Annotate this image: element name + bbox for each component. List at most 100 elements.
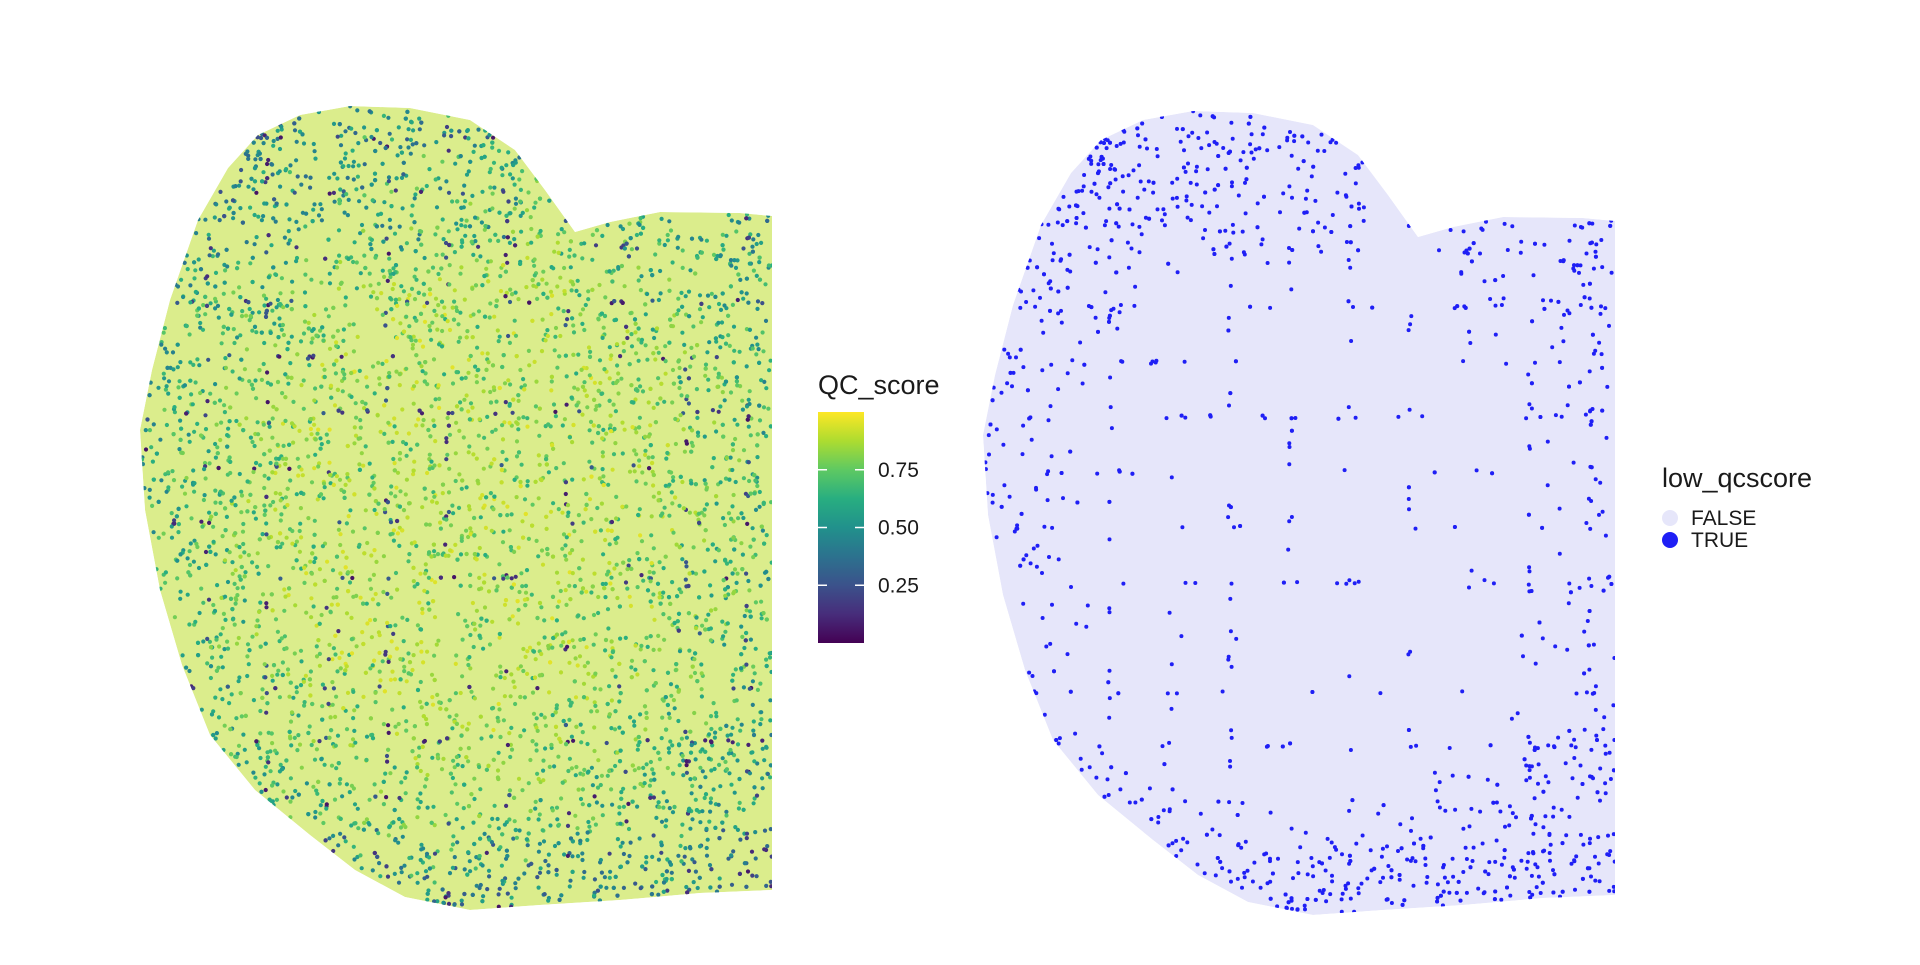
- qc-score-point: [612, 299, 617, 304]
- qc-score-point: [305, 356, 311, 361]
- qc-score-point: [411, 579, 416, 584]
- qc-score-point: [766, 263, 772, 268]
- qc-score-point: [214, 731, 219, 736]
- qc-score-point: [493, 427, 498, 432]
- qc-score-point: [471, 820, 476, 825]
- qc-score-point: [401, 822, 406, 827]
- qc-score-point: [469, 239, 474, 244]
- qc-score-point: [383, 323, 388, 328]
- qc-score-point: [327, 836, 332, 841]
- qc-score-point: [723, 759, 728, 765]
- qc-score-point: [735, 742, 741, 747]
- qc-score-point: [720, 756, 725, 761]
- qc-score-point: [558, 670, 564, 675]
- qc-score-point: [672, 706, 677, 711]
- qc-score-point: [563, 218, 569, 223]
- qc-score-point: [564, 535, 569, 540]
- qc-score-point: [294, 259, 299, 264]
- qc-score-point: [543, 858, 548, 864]
- qc-score-point: [629, 344, 635, 349]
- qc-score-point: [404, 728, 409, 733]
- qc-score-point: [420, 744, 425, 750]
- qc-score-point: [453, 478, 458, 484]
- qc-score-point: [394, 335, 400, 341]
- qc-score-point: [430, 499, 435, 504]
- qc-score-point: [436, 271, 441, 277]
- qc-score-point: [417, 116, 422, 121]
- qc-score-point: [412, 196, 417, 201]
- qc-score-point: [177, 379, 182, 384]
- qc-score-point: [706, 377, 711, 382]
- qc-score-point: [732, 417, 737, 422]
- qc-score-point: [287, 238, 292, 243]
- qc-score-point: [492, 314, 497, 319]
- qc-score-point: [740, 407, 746, 412]
- qc-score-point: [411, 401, 416, 406]
- qc-score-point: [580, 802, 585, 807]
- qc-score-point: [383, 649, 388, 654]
- qc-score-point: [696, 433, 701, 438]
- qc-score-point: [375, 307, 380, 312]
- qc-score-point: [737, 458, 742, 463]
- qc-score-point: [349, 615, 354, 621]
- qc-score-point: [501, 263, 506, 268]
- qc-score-point: [674, 684, 680, 689]
- qc-score-point: [671, 478, 676, 483]
- qc-score-point: [574, 764, 579, 770]
- qc-score-point: [496, 701, 501, 707]
- qc-score-point: [443, 542, 448, 547]
- qc-score-point: [664, 456, 669, 461]
- qc-score-point: [711, 701, 716, 706]
- qc-score-point: [393, 838, 398, 843]
- qc-score-point: [508, 545, 513, 550]
- qc-score-point: [750, 346, 755, 351]
- qc-score-point: [694, 615, 699, 620]
- qc-score-point: [591, 642, 596, 647]
- qc-score-point: [327, 735, 332, 740]
- qc-score-point: [264, 494, 269, 499]
- qc-score-point: [417, 600, 422, 605]
- qc-score-point: [472, 233, 477, 239]
- qc-score-point: [395, 531, 400, 536]
- qc-score-point: [657, 647, 662, 652]
- qc-score-point: [312, 532, 317, 537]
- qc-score-point: [390, 286, 395, 292]
- qc-score-point: [533, 200, 538, 205]
- qc-score-point: [149, 445, 154, 450]
- qc-score-point: [467, 224, 473, 229]
- qc-score-point: [262, 473, 267, 478]
- qc-score-point: [421, 281, 426, 286]
- qc-score-point: [254, 460, 259, 466]
- qc-score-point: [726, 313, 731, 318]
- qc-score-point: [476, 244, 481, 249]
- qc-score-point: [263, 787, 268, 793]
- qc-score-point: [629, 566, 634, 572]
- qc-score-point: [699, 237, 704, 242]
- qc-score-point: [281, 332, 286, 338]
- qc-score-point: [159, 342, 164, 347]
- qc-score-point: [512, 318, 517, 323]
- qc-score-point: [520, 519, 525, 524]
- qc-score-point: [215, 445, 220, 450]
- qc-score-point: [314, 654, 320, 659]
- qc-score-point: [669, 693, 674, 698]
- qc-score-point: [586, 345, 592, 350]
- qc-score-point: [455, 762, 460, 767]
- qc-score-point: [343, 129, 348, 134]
- qc-score-point: [312, 312, 317, 318]
- qc-score-point: [309, 615, 314, 620]
- qc-score-point: [688, 674, 694, 679]
- qc-score-point: [428, 328, 433, 333]
- qc-score-point: [591, 612, 597, 618]
- qc-score-point: [709, 726, 714, 732]
- qc-score-point: [397, 451, 403, 456]
- qc-score-point: [349, 394, 354, 399]
- qc-score-point: [571, 738, 576, 743]
- qc-score-point: [513, 290, 518, 295]
- qc-score-point: [289, 307, 294, 312]
- qc-score-point: [294, 245, 299, 250]
- qc-score-point: [632, 317, 638, 322]
- qc-score-point: [419, 649, 424, 654]
- qc-score-point: [628, 236, 633, 241]
- qc-score-point: [659, 736, 664, 741]
